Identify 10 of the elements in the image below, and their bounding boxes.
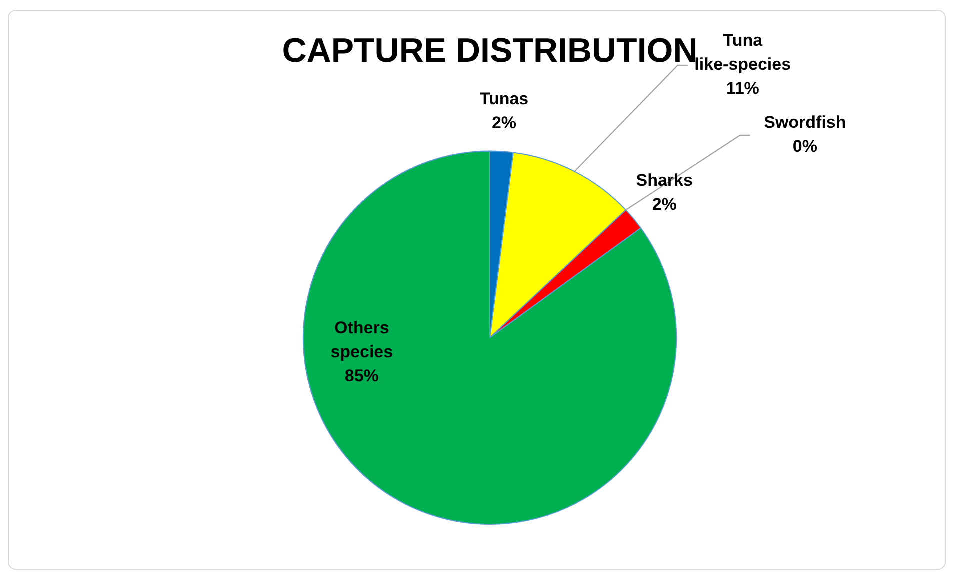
slice-label: Others species bbox=[330, 318, 394, 362]
data-label: 2% bbox=[652, 195, 677, 214]
category-label: Swordfish bbox=[764, 113, 846, 132]
data-label: 85% bbox=[344, 366, 379, 386]
text: 0% bbox=[792, 137, 818, 156]
slice-label: Tunas bbox=[480, 89, 529, 108]
slice-label: Sharks bbox=[636, 171, 693, 190]
data-label: 2% bbox=[492, 113, 517, 132]
data-label: 11% bbox=[726, 79, 760, 98]
slice-label: Tuna like-species bbox=[694, 31, 792, 74]
